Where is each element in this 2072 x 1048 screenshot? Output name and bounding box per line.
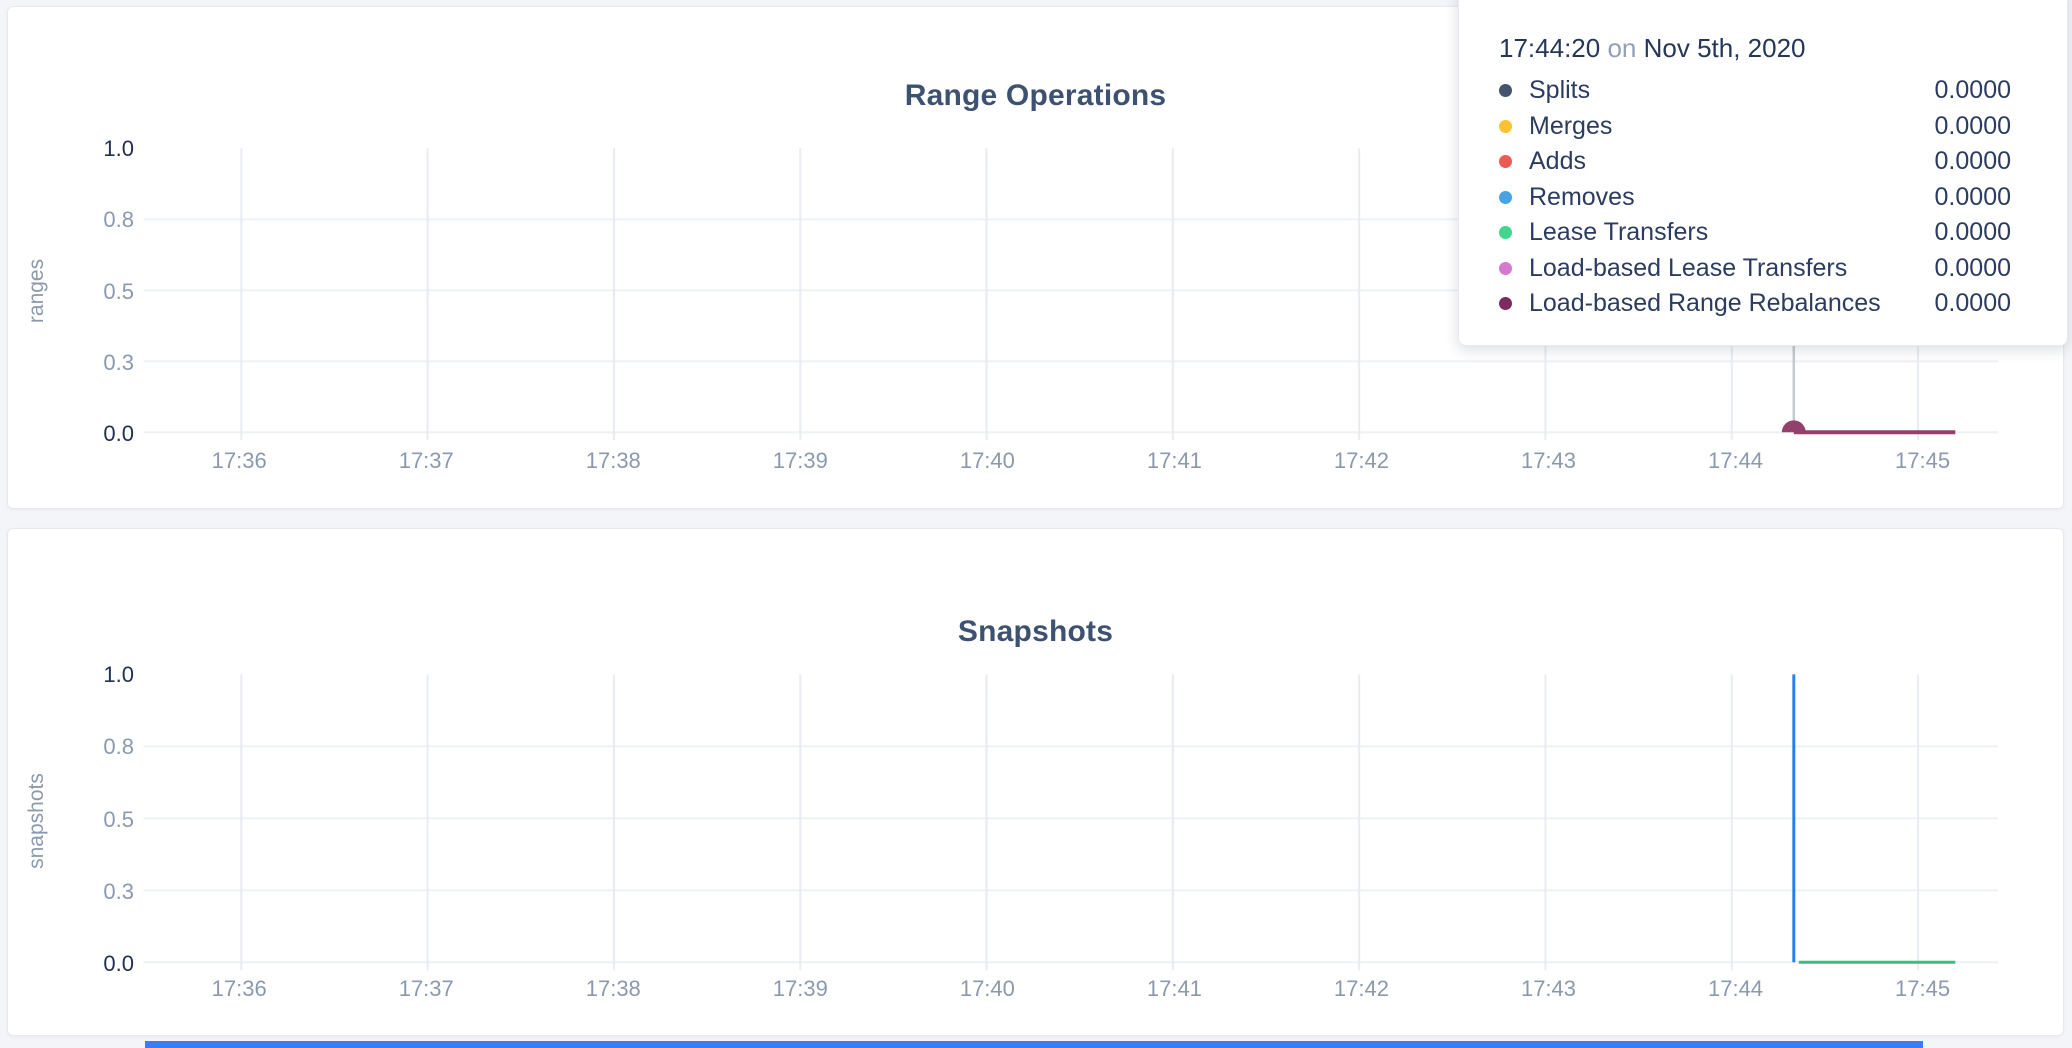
x-axis-tick-label: 17:44 — [1707, 976, 1764, 1001]
x-axis-tick-label: 17:44 — [1707, 448, 1764, 473]
x-axis-tick-label: 17:36 — [211, 448, 267, 473]
series-value: 0.0000 — [1934, 111, 2011, 140]
series-value: 0.0000 — [1934, 182, 2011, 211]
y-axis-tick-label: 1.0 — [103, 662, 134, 687]
tooltip-series-list: Splits 0.0000 Merges 0.0000 Adds 0.0000 Remove… — [1499, 73, 2011, 322]
y-axis-tick-label: 0.8 — [103, 734, 134, 760]
y-axis-tick-label: 1.0 — [103, 136, 134, 161]
series-value: 0.0000 — [1934, 218, 2011, 247]
y-axis-tick-label: 0.3 — [103, 349, 134, 375]
x-axis-tick-label: 17:38 — [585, 976, 641, 1001]
series-label: Merges — [1529, 111, 1613, 140]
series-label: Load-based Range Rebalances — [1529, 289, 1881, 318]
tooltip-series-row: Splits 0.0000 — [1499, 73, 2011, 109]
tooltip-series-row: Removes 0.0000 — [1499, 180, 2011, 216]
x-axis-tick-label: 17:38 — [585, 448, 641, 473]
y-axis-tick-label: 0.0 — [103, 951, 134, 976]
snapshots-plot[interactable] — [8, 529, 2063, 1035]
series-value: 0.0000 — [1934, 147, 2011, 176]
hover-tooltip: 17:44:20 on Nov 5th, 2020 Splits 0.0000 Me… — [1458, 0, 2068, 346]
y-axis-tick-label: 0.5 — [103, 806, 134, 832]
y-axis-tick-label: 0.0 — [103, 421, 134, 446]
x-axis-tick-label: 17:45 — [1895, 448, 1951, 473]
x-axis-tick-label: 17:45 — [1895, 976, 1951, 1001]
tooltip-date: Nov 5th, 2020 — [1643, 33, 1806, 63]
series-color-dot-icon — [1499, 297, 1512, 311]
x-axis-tick-label: 17:36 — [211, 976, 267, 1001]
tooltip-header: 17:44:20 on Nov 5th, 2020 — [1499, 31, 2011, 65]
chart-title-snapshots: Snapshots — [957, 615, 1114, 648]
series-color-dot-icon — [1499, 119, 1512, 133]
series-label: Splits — [1529, 76, 1591, 105]
x-axis-tick-label: 17:42 — [1333, 448, 1389, 473]
tooltip-series-row: Load-based Lease Transfers 0.0000 — [1499, 251, 2011, 287]
x-axis-tick-label: 17:40 — [959, 448, 1015, 473]
x-axis-tick-label: 17:39 — [772, 448, 828, 473]
partially-visible-bottom-element — [145, 1041, 1923, 1048]
series-label: Adds — [1529, 147, 1586, 176]
x-axis-tick-label: 17:43 — [1520, 976, 1577, 1001]
x-axis-tick-label: 17:37 — [398, 448, 454, 473]
y-axis-label-ranges: ranges — [25, 258, 48, 324]
series-label: Removes — [1529, 182, 1635, 211]
series-color-dot-icon — [1499, 190, 1512, 204]
y-axis-label-snapshots: snapshots — [25, 773, 48, 869]
x-axis-tick-label: 17:43 — [1520, 448, 1577, 473]
series-value: 0.0000 — [1934, 253, 2011, 282]
series-color-dot-icon — [1499, 261, 1512, 275]
tooltip-connector: on — [1607, 33, 1644, 63]
y-axis-tick-label: 0.8 — [103, 207, 134, 233]
y-axis-tick-label: 0.5 — [103, 278, 134, 304]
series-color-dot-icon — [1499, 226, 1512, 240]
tooltip-series-row: Merges 0.0000 — [1499, 109, 2011, 145]
series-color-dot-icon — [1499, 84, 1512, 98]
x-axis-tick-label: 17:41 — [1146, 448, 1202, 473]
chart-title-range-operations: Range Operations — [904, 79, 1167, 112]
y-axis-tick-label: 0.3 — [103, 878, 134, 904]
x-axis-tick-label: 17:37 — [398, 976, 454, 1001]
series-label: Lease Transfers — [1529, 218, 1709, 247]
series-label: Load-based Lease Transfers — [1529, 253, 1848, 282]
series-value: 0.0000 — [1934, 289, 2011, 318]
hover-point-marker — [1781, 420, 1806, 433]
x-axis-tick-label: 17:40 — [959, 976, 1015, 1001]
x-axis-tick-label: 17:39 — [772, 976, 828, 1001]
tooltip-series-row: Lease Transfers 0.0000 — [1499, 215, 2011, 251]
tooltip-time: 17:44:20 — [1499, 33, 1601, 63]
tooltip-series-row: Load-based Range Rebalances 0.0000 — [1499, 286, 2011, 322]
series-color-dot-icon — [1499, 155, 1512, 169]
chart-card-snapshots: Snapshots snapshots 17:36 17:37 17:38 17:39… — [7, 528, 2064, 1036]
x-axis-tick-label: 17:42 — [1333, 976, 1389, 1001]
tooltip-series-row: Adds 0.0000 — [1499, 144, 2011, 180]
series-value: 0.0000 — [1934, 76, 2011, 105]
x-axis-tick-label: 17:41 — [1146, 976, 1202, 1001]
